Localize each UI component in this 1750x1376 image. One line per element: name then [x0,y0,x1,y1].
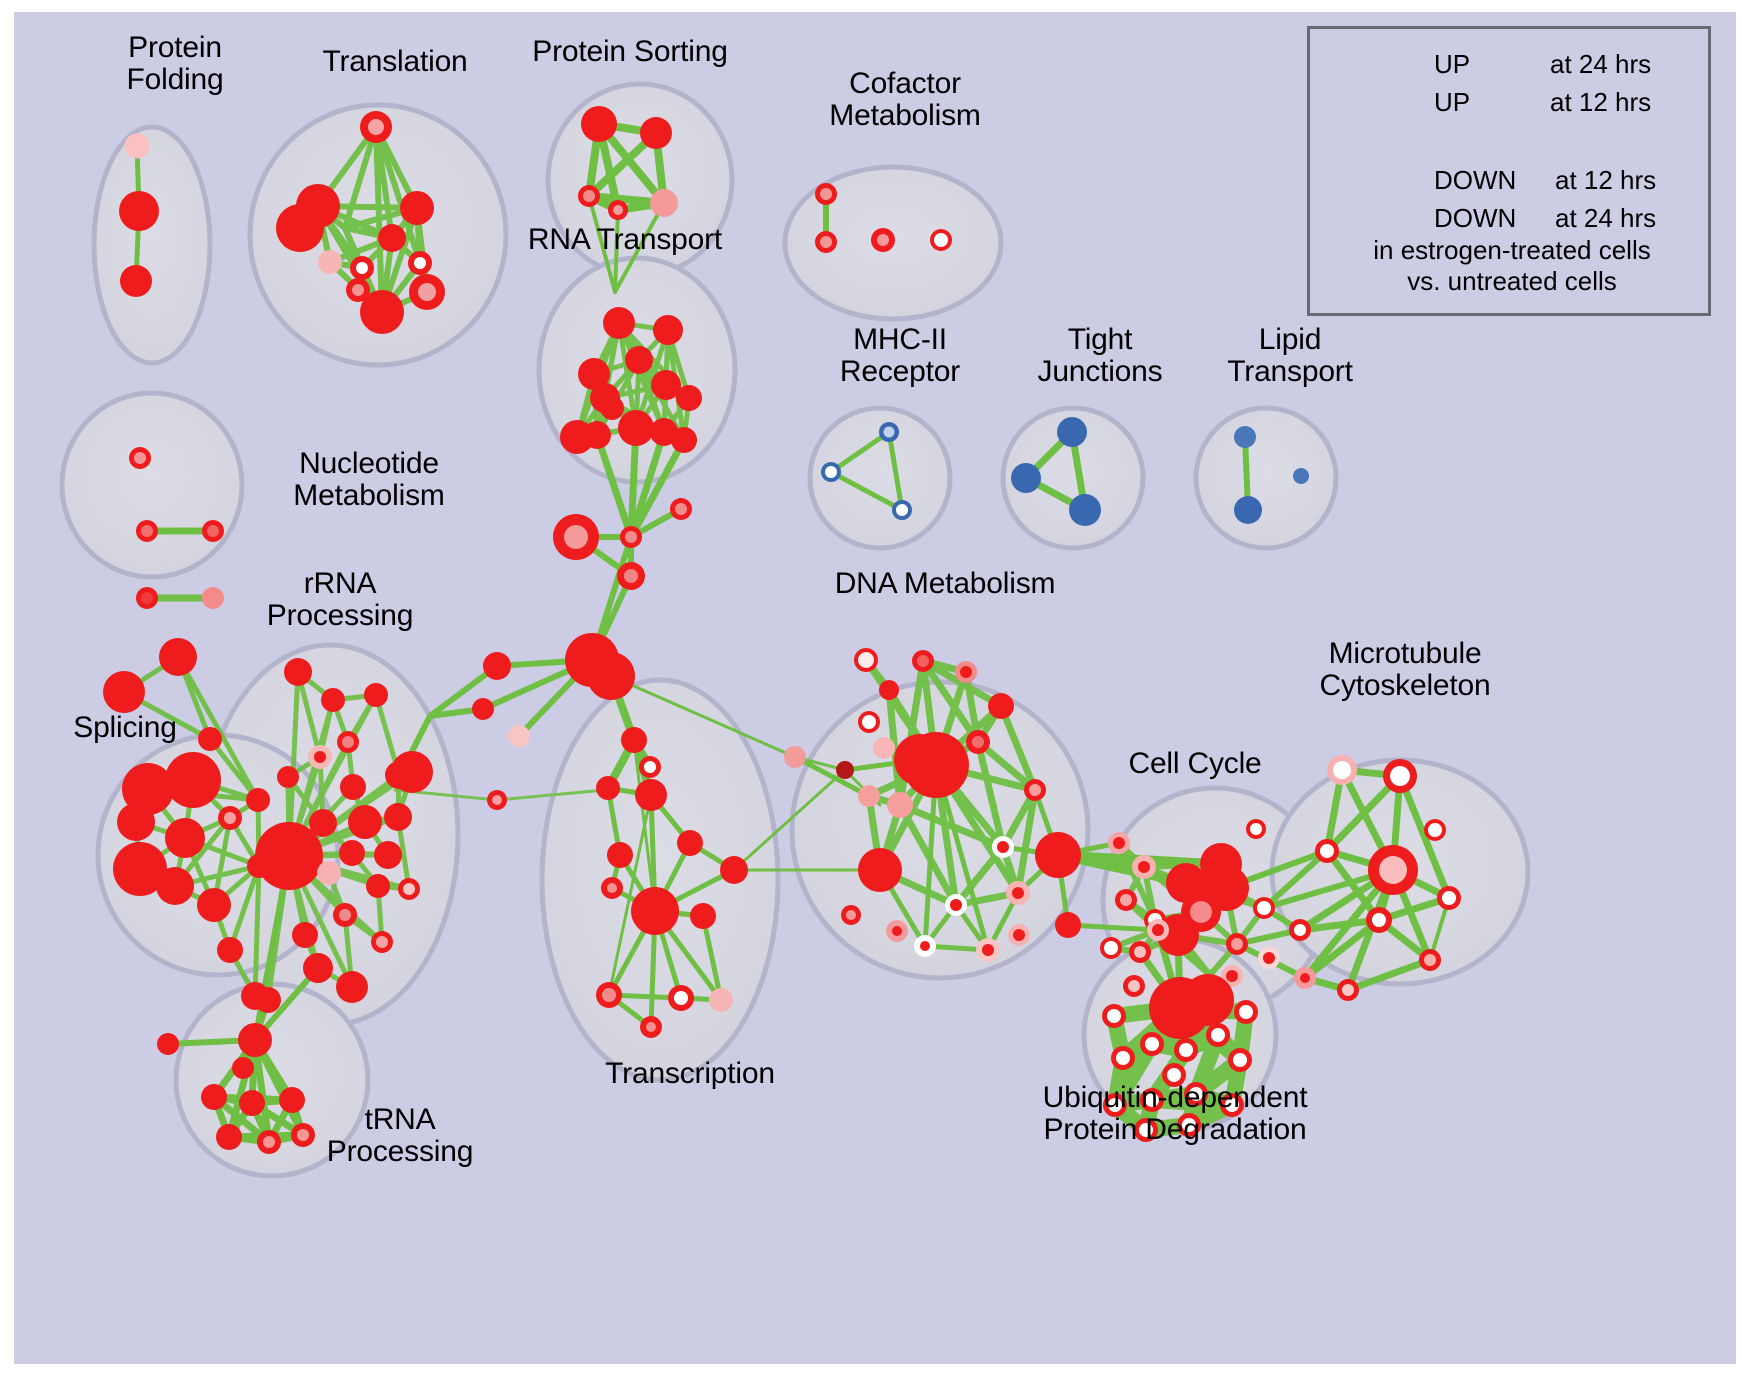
blob-dna-metabolism [789,679,1091,981]
node-group-cell-cycle [1100,819,1280,1039]
node-group-mhc [821,422,912,520]
node-group-rna-transport [560,307,702,454]
legend-time-down-12: at 12 hrs [1555,165,1657,195]
node-group-cofactor [815,183,952,253]
network-nodes [103,106,1461,1154]
legend-state-up-12: UP [1434,87,1471,117]
node-group-lipid-transport [1234,426,1309,524]
node-group-tight-junctions [1011,417,1101,526]
legend-state-down-24: DOWN [1434,203,1517,233]
blob-lipid [1193,405,1339,551]
blob-mhc [807,405,953,551]
node-group-ubiquitin [1102,1000,1258,1142]
node-group-transcription [596,727,748,1038]
node-group-trna [201,1057,315,1154]
legend-time-up-24: at 24 hrs [1550,49,1652,79]
legend-caption-line2: vs. untreated cells [1407,266,1617,297]
legend-state-up-24: UP [1434,49,1471,79]
legend-time-down-24: at 24 hrs [1555,203,1657,233]
node-group-protein-folding [119,133,159,297]
legend-caption: in estrogen-treated cells vs. untreated c… [1310,235,1714,297]
blob-nucleotide [59,390,245,580]
legend-state-down-12: DOWN [1434,165,1517,195]
node-group-translation [276,111,445,334]
node-group-nucleotide [129,447,224,609]
node-group-central-chain [472,498,854,810]
legend-box: UP at 24 hrs UP at 12 hrs DOWN at 12 hrs… [1307,26,1711,316]
node-group-protein-sorting [578,106,678,220]
legend-time-up-12: at 12 hrs [1550,87,1652,117]
node-group-rrna [238,658,433,1057]
blob-tight [1000,405,1146,551]
blob-protein-folding [91,124,213,366]
legend-caption-line1: in estrogen-treated cells [1373,235,1651,265]
node-group-dna-metabolism [841,648,1081,962]
node-group-splicing [103,638,299,1055]
node-group-microtubule [1289,755,1461,1001]
